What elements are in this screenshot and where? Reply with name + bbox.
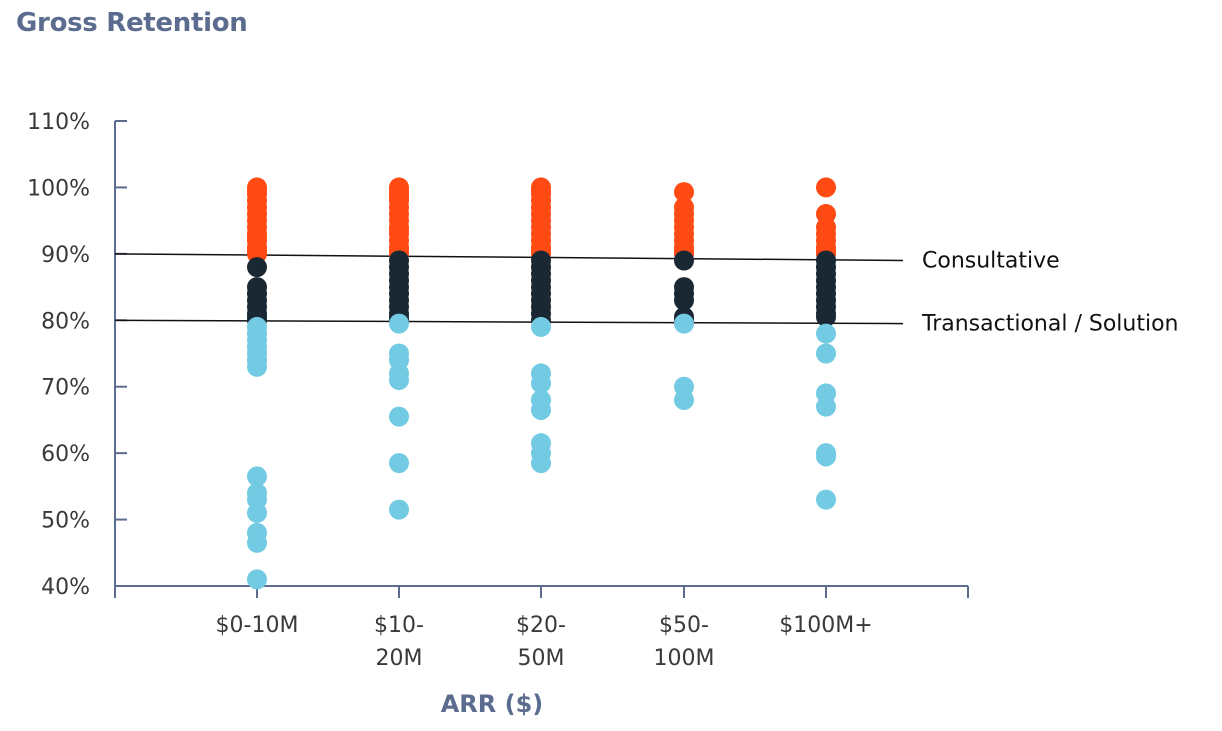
data-point [247,532,267,553]
data-point [531,316,551,337]
data-point [816,306,836,327]
data-point [531,399,551,420]
data-point [674,313,694,334]
y-tick-label: 90% [41,243,90,268]
data-point [389,499,409,520]
y-tick-label: 40% [41,575,90,600]
data-point [531,453,551,474]
data-point [816,396,836,417]
y-tick-label: 60% [41,442,90,467]
data-point [389,370,409,391]
x-tick-label: $100M+ [779,613,872,638]
data-point [674,250,694,271]
data-point [816,177,836,198]
data-point [389,406,409,427]
x-tick-label: $20-50M [516,613,566,671]
y-tick-label: 50% [41,509,90,534]
reference-line [114,253,904,262]
data-point [247,257,267,278]
reference-line-label: Transactional / Solution [921,312,1178,337]
data-point [816,343,836,364]
reference-line [114,319,904,325]
reference-line-label: Consultative [922,249,1060,274]
chart-title: Gross Retention [16,8,248,38]
x-tick-label: $0-10M [216,613,299,638]
data-point [531,373,551,394]
x-tick-label: $50-100M [654,613,715,671]
data-point [674,290,694,311]
data-point [389,453,409,474]
x-axis-label: ARR ($) [441,690,544,718]
y-tick-label: 80% [41,309,90,334]
x-tick-label: $10-20M [374,613,424,671]
data-point [389,313,409,334]
data-point [674,182,694,203]
y-tick-label: 110% [27,110,90,135]
reference-lines: Consultative Transactional / Solution [114,249,1178,337]
y-tick-label: 70% [41,376,90,401]
data-point [247,356,267,377]
data-point [816,446,836,467]
data-point [674,390,694,410]
data-point [247,569,267,590]
data-point [247,502,267,523]
y-tick-label: 100% [27,176,90,201]
data-point [816,323,836,344]
data-point [816,489,836,510]
axis-labels: 40% 50% 60% 70% 80% 90% 100% 110% $0-10M $10-20M $… [27,110,873,671]
data-points [247,177,836,590]
data-point [247,466,267,487]
